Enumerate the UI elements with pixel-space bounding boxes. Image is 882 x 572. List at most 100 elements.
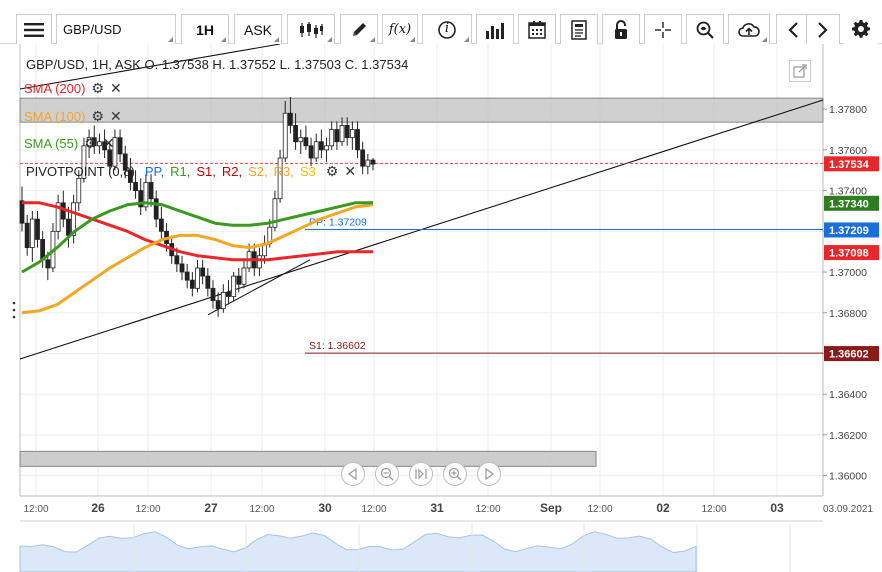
candle [200,259,206,285]
indicator-sma-200[interactable]: SMA (200) ⚙ ✕ [24,80,122,97]
candle [344,117,350,146]
candle [184,263,190,289]
candle [313,133,319,163]
support-zone [19,450,597,467]
candle-body [66,218,71,236]
candle-body [189,279,195,289]
candle-body [329,129,335,147]
nav-back-button[interactable] [341,462,365,486]
volume-button[interactable] [476,14,514,44]
candle-body [241,267,247,285]
x-tick-label: 12:00 [587,504,612,515]
nav-forward-button[interactable] [477,462,501,486]
zoom-in-button[interactable] [443,462,467,486]
gear-icon[interactable]: ⚙ [325,163,339,179]
scroll-forward-button[interactable] [806,14,840,44]
candle [19,186,25,232]
symbol-selector[interactable]: GBP/USD [56,14,176,44]
price-label-text: 1.37534 [829,159,870,171]
close-icon[interactable]: ✕ [109,108,122,124]
lock-button[interactable] [602,14,640,44]
price-type-selector[interactable]: ASK [234,14,282,44]
price-label-box [824,222,879,238]
candle [153,190,159,228]
x-tick-label: 12:00 [249,504,274,515]
info-button[interactable]: i [422,14,472,44]
close-icon[interactable]: ✕ [344,163,357,179]
resistance-zone [19,97,824,123]
price-label-text: 1.37209 [829,225,869,237]
reset-zoom-button[interactable] [409,462,433,486]
triangle-right-icon [485,468,495,480]
candle [189,272,195,297]
pivot-level-s3: S3 [299,164,316,179]
candle [360,141,366,175]
candle [339,117,345,146]
x-tick-label: 12:00 [701,504,726,515]
indicator-sma-100[interactable]: SMA (100) ⚙ ✕ [24,108,122,125]
close-icon[interactable]: ✕ [102,135,115,151]
moving-averages [21,201,374,315]
price-label-text: 1.36602 [829,349,869,361]
candle-body [226,291,231,297]
candle [329,121,335,150]
price-label-box [824,245,879,261]
candle-body [81,145,87,179]
calendar-icon [528,20,546,39]
settings-button[interactable] [844,14,878,44]
chevron-right-icon [818,21,828,38]
x-tick-label: 27 [204,501,218,515]
drawing-tools-button[interactable] [340,14,378,44]
chart-type-button[interactable] [287,14,335,44]
candle [35,210,40,248]
scroll-back-button[interactable] [776,14,810,44]
fullscreen-button[interactable] [789,60,811,82]
gear-icon[interactable]: ⚙ [91,108,104,124]
candle [143,174,149,211]
unlock-icon [615,19,627,39]
crosshair-button[interactable] [644,14,682,44]
crosshair-icon [655,21,671,38]
menu-button[interactable] [16,14,52,44]
news-button[interactable] [560,14,598,44]
y-tick-label: 1.37800 [829,104,867,116]
zoom-button[interactable] [686,14,724,44]
gear-icon[interactable]: ⚙ [91,80,104,96]
price-chart[interactable]: PP: 1.37209 S1: 1.36602 1.37800 1.37600 1.3… [0,44,882,572]
candle-body [29,218,35,249]
gear-icon [852,20,870,38]
candle [231,272,237,301]
candle [334,121,340,150]
chart-area[interactable]: PP: 1.37209 S1: 1.36602 1.37800 1.37600 1.3… [0,44,882,572]
price-label-text: 1.37340 [829,198,869,210]
timeframe-selector[interactable]: 1H [181,14,229,44]
candle-body [293,125,298,143]
zoom-out-button[interactable] [375,462,399,486]
candle-body [288,112,293,126]
zoom-icon [696,21,714,39]
candle [122,145,128,179]
drag-handle[interactable] [12,300,16,320]
candle-body [200,267,206,277]
candle-body [324,145,329,151]
calendar-button[interactable] [518,14,556,44]
candle [303,125,309,150]
sma-200-label: SMA (200) [24,81,86,96]
candle [272,190,278,232]
indicator-sma-55[interactable]: SMA (55) ⚙ ✕ [24,135,114,152]
candle [215,292,221,317]
candle [210,280,216,309]
indicators-button[interactable]: f(x) [382,14,418,44]
candle-body [272,198,278,228]
gear-icon[interactable]: ⚙ [84,135,97,151]
price-label: 1.37340 [824,195,879,211]
close-icon[interactable]: ✕ [109,80,122,96]
candle-body [334,129,340,143]
x-tick-label: 12:00 [475,504,500,515]
symbol-label: GBP/USD [63,22,122,37]
candle [97,133,102,154]
candle-body [298,137,304,143]
save-cloud-button[interactable] [728,14,770,44]
indicator-pivot[interactable]: PIVOTPOINT (0,8) PP, R1, S1, R2, S2, R3,… [26,163,358,180]
time-axis: 12:00 26 12:00 27 12:00 30 12:00 31 12:00 Sep 12:0… [23,501,873,515]
